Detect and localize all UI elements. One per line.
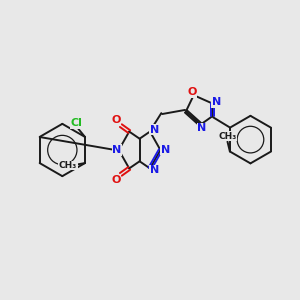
- Text: N: N: [149, 125, 159, 135]
- Text: N: N: [212, 97, 221, 107]
- Text: Cl: Cl: [71, 118, 82, 128]
- Text: CH₃: CH₃: [59, 161, 77, 170]
- Text: N: N: [149, 165, 159, 175]
- Text: O: O: [111, 115, 121, 125]
- Text: CH₃: CH₃: [218, 132, 237, 141]
- Text: N: N: [160, 145, 170, 155]
- Text: O: O: [111, 175, 121, 185]
- Text: O: O: [187, 87, 196, 97]
- Text: N: N: [112, 145, 122, 155]
- Text: N: N: [197, 123, 207, 133]
